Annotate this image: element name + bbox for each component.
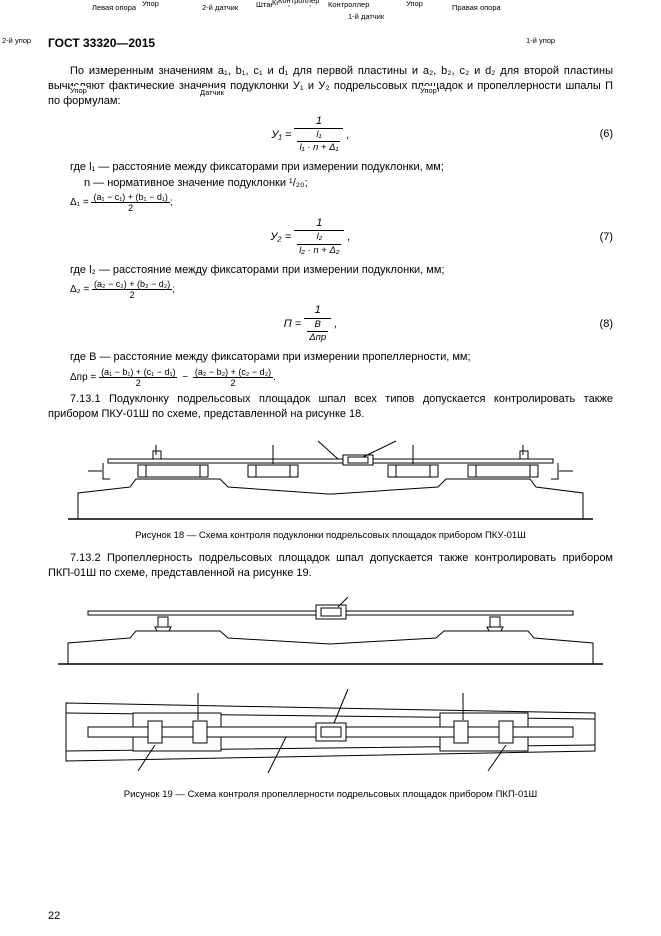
- label-1-upor: 1-й упор: [526, 36, 555, 45]
- deltaPr-tail: .: [273, 372, 276, 383]
- figure-19b-svg: [48, 683, 613, 783]
- deltaPr-t2n: (a₂ − b₂) + (c₂ − d₂): [193, 367, 273, 378]
- paragraph-7-13-2: 7.13.2 Пропеллерность подрельсовых площа…: [48, 551, 613, 581]
- label-1-datchik: 1-й датчик: [348, 12, 384, 21]
- eq8-lhs: П =: [284, 318, 301, 330]
- delta1-formula: Δ₁ = (a₁ − c₁) + (b₁ − d₁) 2 ;: [48, 192, 613, 213]
- eq7-inner-num: l₂: [297, 231, 341, 244]
- eq8-num: 1: [304, 304, 331, 318]
- figure-19a: Контроллер: [48, 589, 613, 669]
- where-l2: где l₂ — расстояние между фиксаторами пр…: [70, 263, 613, 278]
- equation-8: П = 1 B Δпр , (8): [48, 304, 613, 344]
- label-datchik: Датчик: [200, 88, 224, 97]
- deltaPr-t1d: 2: [99, 378, 177, 388]
- label-upor-bl: Упор: [70, 86, 87, 95]
- label-kontroller-19b: Контроллер: [278, 0, 319, 5]
- label-levaya-opora: Левая опора: [92, 3, 136, 12]
- eq8-inner-num: B: [307, 319, 328, 332]
- page-number: 22: [48, 910, 60, 922]
- eq8-inner-den: Δпр: [307, 332, 328, 344]
- label-upor-left: Упор: [142, 0, 159, 8]
- figure-19-caption: Рисунок 19 — Схема контроля пропеллернос…: [48, 789, 613, 800]
- delta2-num: (a₂ − c₂) + (b₂ − d₂): [92, 279, 172, 290]
- where-B: где B — расстояние между фиксаторами при…: [70, 350, 613, 365]
- eq7-lhs: У₂ =: [270, 231, 291, 243]
- figure-19b: Упор Контроллер Упор Упор Упор Датчик: [48, 683, 613, 783]
- eq8-number: (8): [573, 318, 613, 330]
- equation-6: У₁ = 1 l₁ l₁ · n + Δ₁ , (6): [48, 115, 613, 155]
- deltaPr-lhs: Δпр =: [70, 372, 96, 383]
- label-upor-right: Упор: [406, 0, 423, 8]
- delta1-tail: ;: [170, 197, 173, 208]
- label-kontroller-18: Контроллер: [328, 0, 369, 9]
- delta2-den: 2: [92, 290, 172, 300]
- paragraph-intro: По измеренным значениям a₁, b₁, c₁ и d₁ …: [48, 64, 613, 109]
- delta2-formula: Δ₂ = (a₂ − c₂) + (b₂ − d₂) 2 ;: [48, 279, 613, 300]
- label-2-datchik: 2-й датчик: [202, 3, 238, 12]
- equation-7: У₂ = 1 l₂ l₂ · n + Δ₂ , (7): [48, 217, 613, 257]
- eq8-tail: ,: [334, 318, 337, 330]
- eq6-inner-den: l₁ · n + Δ₁: [297, 142, 340, 154]
- label-2-upor: 2-й упор: [2, 36, 31, 45]
- page: ГОСТ 33320—2015 По измеренным значениям …: [0, 0, 661, 936]
- delta1-lhs: Δ₁ =: [70, 197, 89, 208]
- figure-18: Левая опора 2-й датчик Штанга Контроллер…: [48, 429, 613, 524]
- deltaPr-mid: −: [180, 372, 190, 383]
- paragraph-7-13-1: 7.13.1 Подуклонку подрельсовых площадок …: [48, 392, 613, 422]
- where-n: n — нормативное значение подуклонки ¹/₂₀…: [48, 176, 613, 191]
- eq6-number: (6): [573, 128, 613, 140]
- eq7-inner-den: l₂ · n + Δ₂: [297, 245, 341, 257]
- eq6-inner-num: l₁: [297, 129, 340, 142]
- delta1-den: 2: [91, 203, 169, 213]
- eq7-number: (7): [573, 231, 613, 243]
- deltaPr-t1n: (a₁ − b₁) + (c₁ − d₁): [99, 367, 177, 378]
- delta1-num: (a₁ − c₁) + (b₁ − d₁): [91, 192, 169, 203]
- figure-18-svg: [48, 429, 613, 524]
- eq7-num: 1: [294, 217, 344, 231]
- eq6-num: 1: [294, 115, 343, 129]
- delta2-tail: ;: [172, 285, 175, 296]
- label-upor-br: Упор: [420, 86, 437, 95]
- delta2-lhs: Δ₂ =: [70, 285, 89, 296]
- figure-19a-svg: [48, 589, 613, 669]
- eq6-tail: ,: [347, 128, 350, 140]
- where-l1: где l₁ — расстояние между фиксаторами пр…: [70, 160, 613, 175]
- eq6-lhs: У₁ =: [271, 128, 291, 140]
- label-pravaya-opora: Правая опора: [452, 3, 501, 12]
- figure-18-caption: Рисунок 18 — Схема контроля подуклонки п…: [48, 530, 613, 541]
- deltaPr-formula: Δпр = (a₁ − b₁) + (c₁ − d₁) 2 − (a₂ − b₂…: [48, 367, 613, 388]
- deltaPr-t2d: 2: [193, 378, 273, 388]
- eq7-tail: ,: [348, 231, 351, 243]
